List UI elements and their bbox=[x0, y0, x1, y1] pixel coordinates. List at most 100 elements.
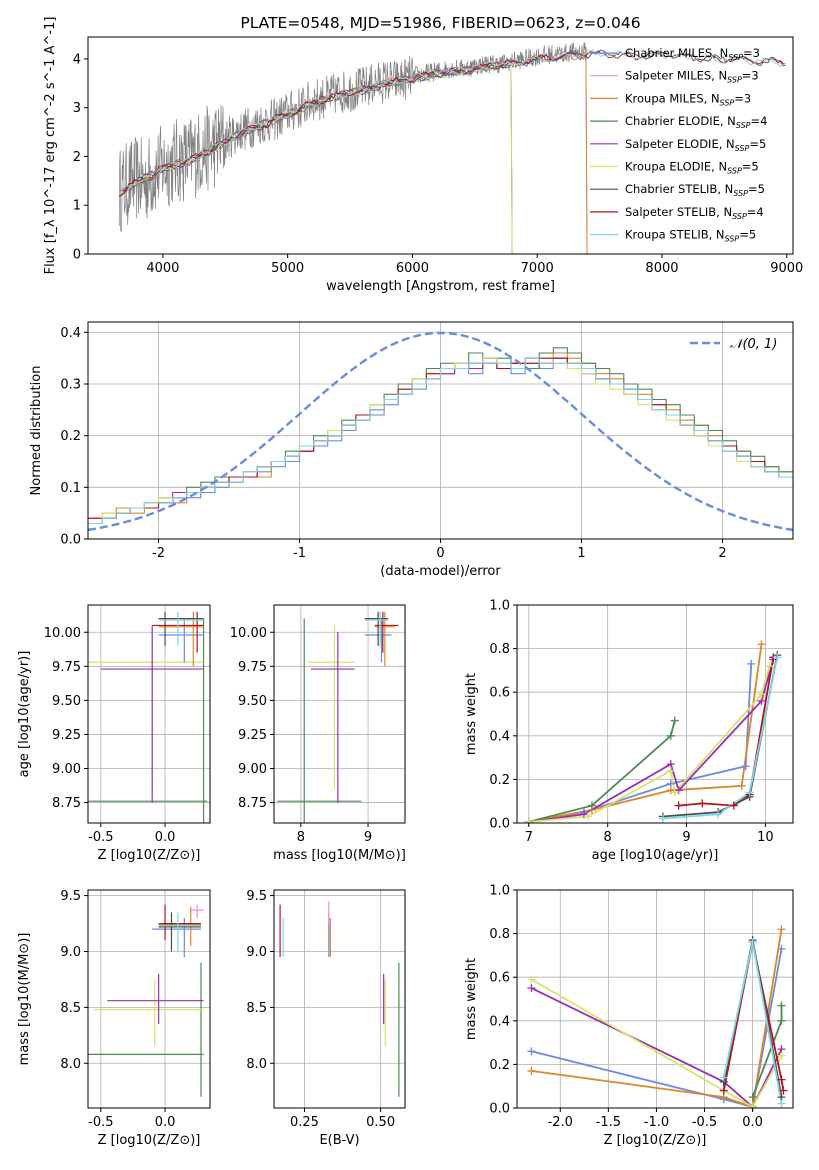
errorbar-point bbox=[158, 611, 204, 646]
y-axis-label: mass [log10(M/M⊙)] bbox=[17, 933, 32, 1066]
axes-frame bbox=[87, 604, 211, 824]
data-point bbox=[777, 925, 786, 934]
data-point bbox=[779, 1086, 788, 1095]
data-point bbox=[587, 801, 596, 810]
x-axis-label: Z [log10(Z/Z⊙)] bbox=[98, 848, 201, 863]
y-tick-label: 10.00 bbox=[230, 626, 267, 641]
x-tick-label: 9 bbox=[364, 830, 372, 845]
legend-label: Salpeter MILES, NSSP=3 bbox=[625, 69, 759, 85]
x-tick-label: 9000 bbox=[770, 261, 803, 276]
series-line bbox=[528, 720, 676, 823]
legend-label: Kroupa STELIB, NSSP=5 bbox=[625, 228, 756, 244]
errorbar-point bbox=[364, 611, 389, 646]
x-tick-label: 10 bbox=[757, 830, 774, 845]
x-tick-label: 0.0 bbox=[155, 1115, 176, 1130]
data-point bbox=[670, 788, 679, 797]
x-tick-label: 8 bbox=[604, 830, 612, 845]
model-line bbox=[118, 49, 786, 195]
y-tick-label: 0.2 bbox=[489, 1058, 510, 1073]
y-tick-label: 0.4 bbox=[489, 1014, 510, 1029]
axes-spectrum: 4000 5000 6000 7000 8000 9000 0 1 2 3 4 wavelength … bbox=[43, 17, 803, 294]
x-tick-label: 1 bbox=[577, 546, 585, 561]
y-tick-label: 9.50 bbox=[238, 694, 267, 709]
errorbar-point bbox=[88, 632, 204, 789]
axes-frame bbox=[516, 889, 794, 1109]
errorbar-point bbox=[88, 962, 204, 1097]
plot-area-mass_vs_Z bbox=[88, 904, 204, 1097]
x-tick-label: 9 bbox=[682, 830, 690, 845]
axes-residuals: -2 -1 0 1 2 0.0 0.1 0.2 0.3 0.4 (data-model)/error… bbox=[29, 321, 794, 579]
errorbar-point bbox=[364, 611, 389, 646]
legend-label: 𝒩(0, 1) bbox=[730, 337, 777, 352]
y-tick-label: 9.75 bbox=[52, 660, 81, 675]
legend-label: Chabrier ELODIE, NSSP=4 bbox=[625, 114, 767, 130]
data-point bbox=[527, 1047, 536, 1056]
data-point bbox=[747, 659, 756, 668]
data-point bbox=[757, 690, 766, 699]
axes-frame bbox=[87, 889, 211, 1109]
data-point bbox=[729, 801, 738, 810]
data-point bbox=[666, 766, 675, 775]
y-tick-label: 0.0 bbox=[60, 533, 81, 548]
x-tick-label: 0.25 bbox=[290, 1115, 319, 1130]
x-tick-label: 6000 bbox=[396, 261, 429, 276]
axes-massweight_vs_age: 7 8 9 10 0.0 0.2 0.4 0.6 0.8 1.0 age [log10(age/yr… bbox=[464, 599, 794, 863]
axes-frame bbox=[87, 36, 794, 255]
x-tick-label: 2 bbox=[718, 546, 726, 561]
data-point bbox=[714, 810, 723, 819]
series-line bbox=[528, 665, 771, 823]
y-axis-label: Flux [f_λ 10^-17 erg cm^-2 s^-1 A^-1] bbox=[43, 17, 58, 275]
data-point bbox=[737, 781, 746, 790]
x-tick-label: 4000 bbox=[146, 261, 179, 276]
y-tick-label: 0.6 bbox=[489, 686, 510, 701]
data-point bbox=[748, 938, 757, 947]
data-point bbox=[777, 1001, 786, 1010]
x-tick-label: -1.0 bbox=[644, 1115, 669, 1130]
x-tick-label: 8000 bbox=[645, 261, 678, 276]
x-axis-label: age [log10(age/yr)] bbox=[592, 848, 719, 863]
series-line bbox=[678, 657, 775, 807]
chart-title: PLATE=0548, MJD=51986, FIBERID=0623, z=0… bbox=[240, 14, 640, 32]
plot-area-massweight_vs_Z bbox=[530, 929, 785, 1108]
data-point bbox=[527, 1066, 536, 1075]
data-point bbox=[765, 662, 774, 671]
legend-label: Salpeter ELODIE, NSSP=5 bbox=[625, 137, 766, 153]
model-line bbox=[119, 49, 786, 197]
plot-area-residuals bbox=[88, 331, 793, 532]
y-tick-label: 0.2 bbox=[60, 429, 81, 444]
normal-curve bbox=[88, 331, 793, 532]
y-tick-label: 9.5 bbox=[246, 889, 267, 904]
data-point bbox=[698, 799, 707, 808]
y-tick-label: 9.25 bbox=[238, 728, 267, 743]
errorbar-point bbox=[310, 632, 355, 803]
data-point bbox=[674, 801, 683, 810]
x-tick-label: 5000 bbox=[271, 261, 304, 276]
y-tick-label: 0.6 bbox=[489, 971, 510, 986]
x-tick-label: 0 bbox=[436, 546, 444, 561]
x-tick-label: 0.0 bbox=[155, 830, 176, 845]
legend-label: Chabrier STELIB, NSSP=5 bbox=[625, 182, 765, 198]
model-line bbox=[118, 62, 513, 254]
errorbar-point bbox=[88, 618, 208, 823]
y-tick-label: 0 bbox=[73, 248, 81, 263]
x-tick-label: 0.0 bbox=[742, 1115, 763, 1130]
y-tick-label: 3 bbox=[73, 101, 81, 116]
data-point bbox=[777, 1075, 786, 1084]
y-tick-label: 9.75 bbox=[238, 660, 267, 675]
x-tick-label: -0.5 bbox=[88, 830, 113, 845]
x-tick-label: 7 bbox=[525, 830, 533, 845]
x-axis-label: wavelength [Angstrom, rest frame] bbox=[326, 279, 555, 294]
data-point bbox=[777, 1016, 786, 1025]
x-tick-label: 8 bbox=[297, 830, 305, 845]
x-tick-label: -0.5 bbox=[88, 1115, 113, 1130]
series-line bbox=[530, 978, 783, 1108]
y-tick-label: 0.8 bbox=[489, 642, 510, 657]
errorbar-point bbox=[158, 611, 204, 667]
y-tick-label: 9.00 bbox=[238, 762, 267, 777]
plot-area-massweight_vs_age bbox=[528, 644, 779, 823]
observed-spectrum bbox=[118, 42, 588, 232]
legend-label: Kroupa ELODIE, NSSP=5 bbox=[625, 160, 759, 176]
errorbar-point bbox=[158, 912, 202, 952]
y-tick-label: 8.75 bbox=[238, 796, 267, 811]
